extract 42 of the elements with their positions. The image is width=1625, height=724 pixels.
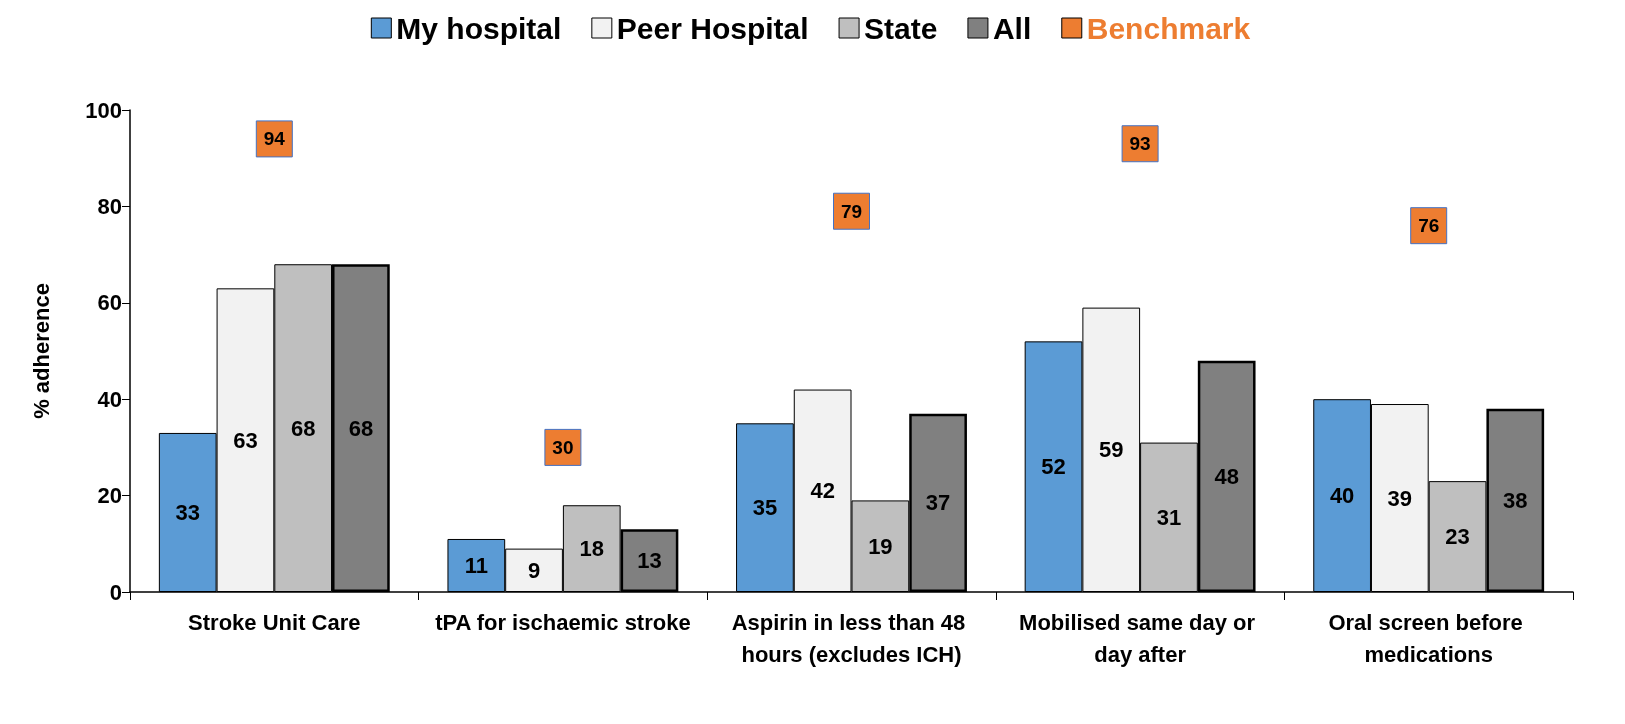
data-label: 38: [1503, 487, 1528, 513]
data-label: 13: [637, 548, 662, 574]
data-label: 68: [348, 415, 374, 441]
legend-label: State: [864, 11, 938, 45]
y-tick-label: 20: [97, 483, 122, 509]
data-label: 23: [1445, 524, 1470, 550]
data-label: 63: [233, 427, 258, 453]
x-tick-label: Aspirin in less than 48 hours (excludes ICH): [731, 609, 972, 667]
data-label: 35: [752, 495, 778, 521]
data-label: 19: [868, 533, 893, 559]
data-label: 42: [810, 478, 835, 504]
legend-label: Peer Hospital: [616, 11, 809, 45]
x-tick-label: Stroke Unit Care: [188, 609, 361, 635]
y-tick-label: 0: [109, 579, 122, 605]
data-label: 18: [579, 536, 604, 562]
x-tick-label: tPA for ischaemic stroke: [435, 609, 691, 635]
y-tick-label: 40: [97, 386, 122, 412]
data-label: 39: [1387, 485, 1413, 511]
legend-label: My hospital: [396, 11, 562, 45]
data-label: 11: [464, 552, 488, 578]
data-label: 68: [290, 415, 316, 441]
data-label: 40: [1329, 483, 1355, 509]
y-axis-title: % adherence: [28, 283, 54, 419]
data-label: 59: [1099, 437, 1124, 463]
data-label: 9: [527, 557, 541, 583]
data-label: 52: [1041, 454, 1066, 480]
data-label: 37: [925, 490, 951, 516]
data-label: 31: [1156, 504, 1182, 530]
y-tick-label: 60: [97, 290, 122, 316]
legend-label: All: [992, 11, 1032, 45]
data-label: 30: [552, 436, 574, 458]
y-tick-label: 80: [97, 193, 122, 219]
data-label: 94: [263, 128, 286, 150]
x-tick-label: Oral screen before medications: [1328, 609, 1529, 667]
data-label: 33: [175, 499, 200, 525]
data-label: 48: [1214, 463, 1239, 489]
x-tick-label: Mobilised same day or day after: [1019, 609, 1262, 667]
data-label: 76: [1418, 215, 1440, 237]
y-tick-label: 100: [85, 97, 122, 123]
legend-label: Benchmark: [1086, 11, 1251, 45]
data-label: 79: [840, 200, 863, 222]
data-label: 93: [1129, 133, 1151, 155]
